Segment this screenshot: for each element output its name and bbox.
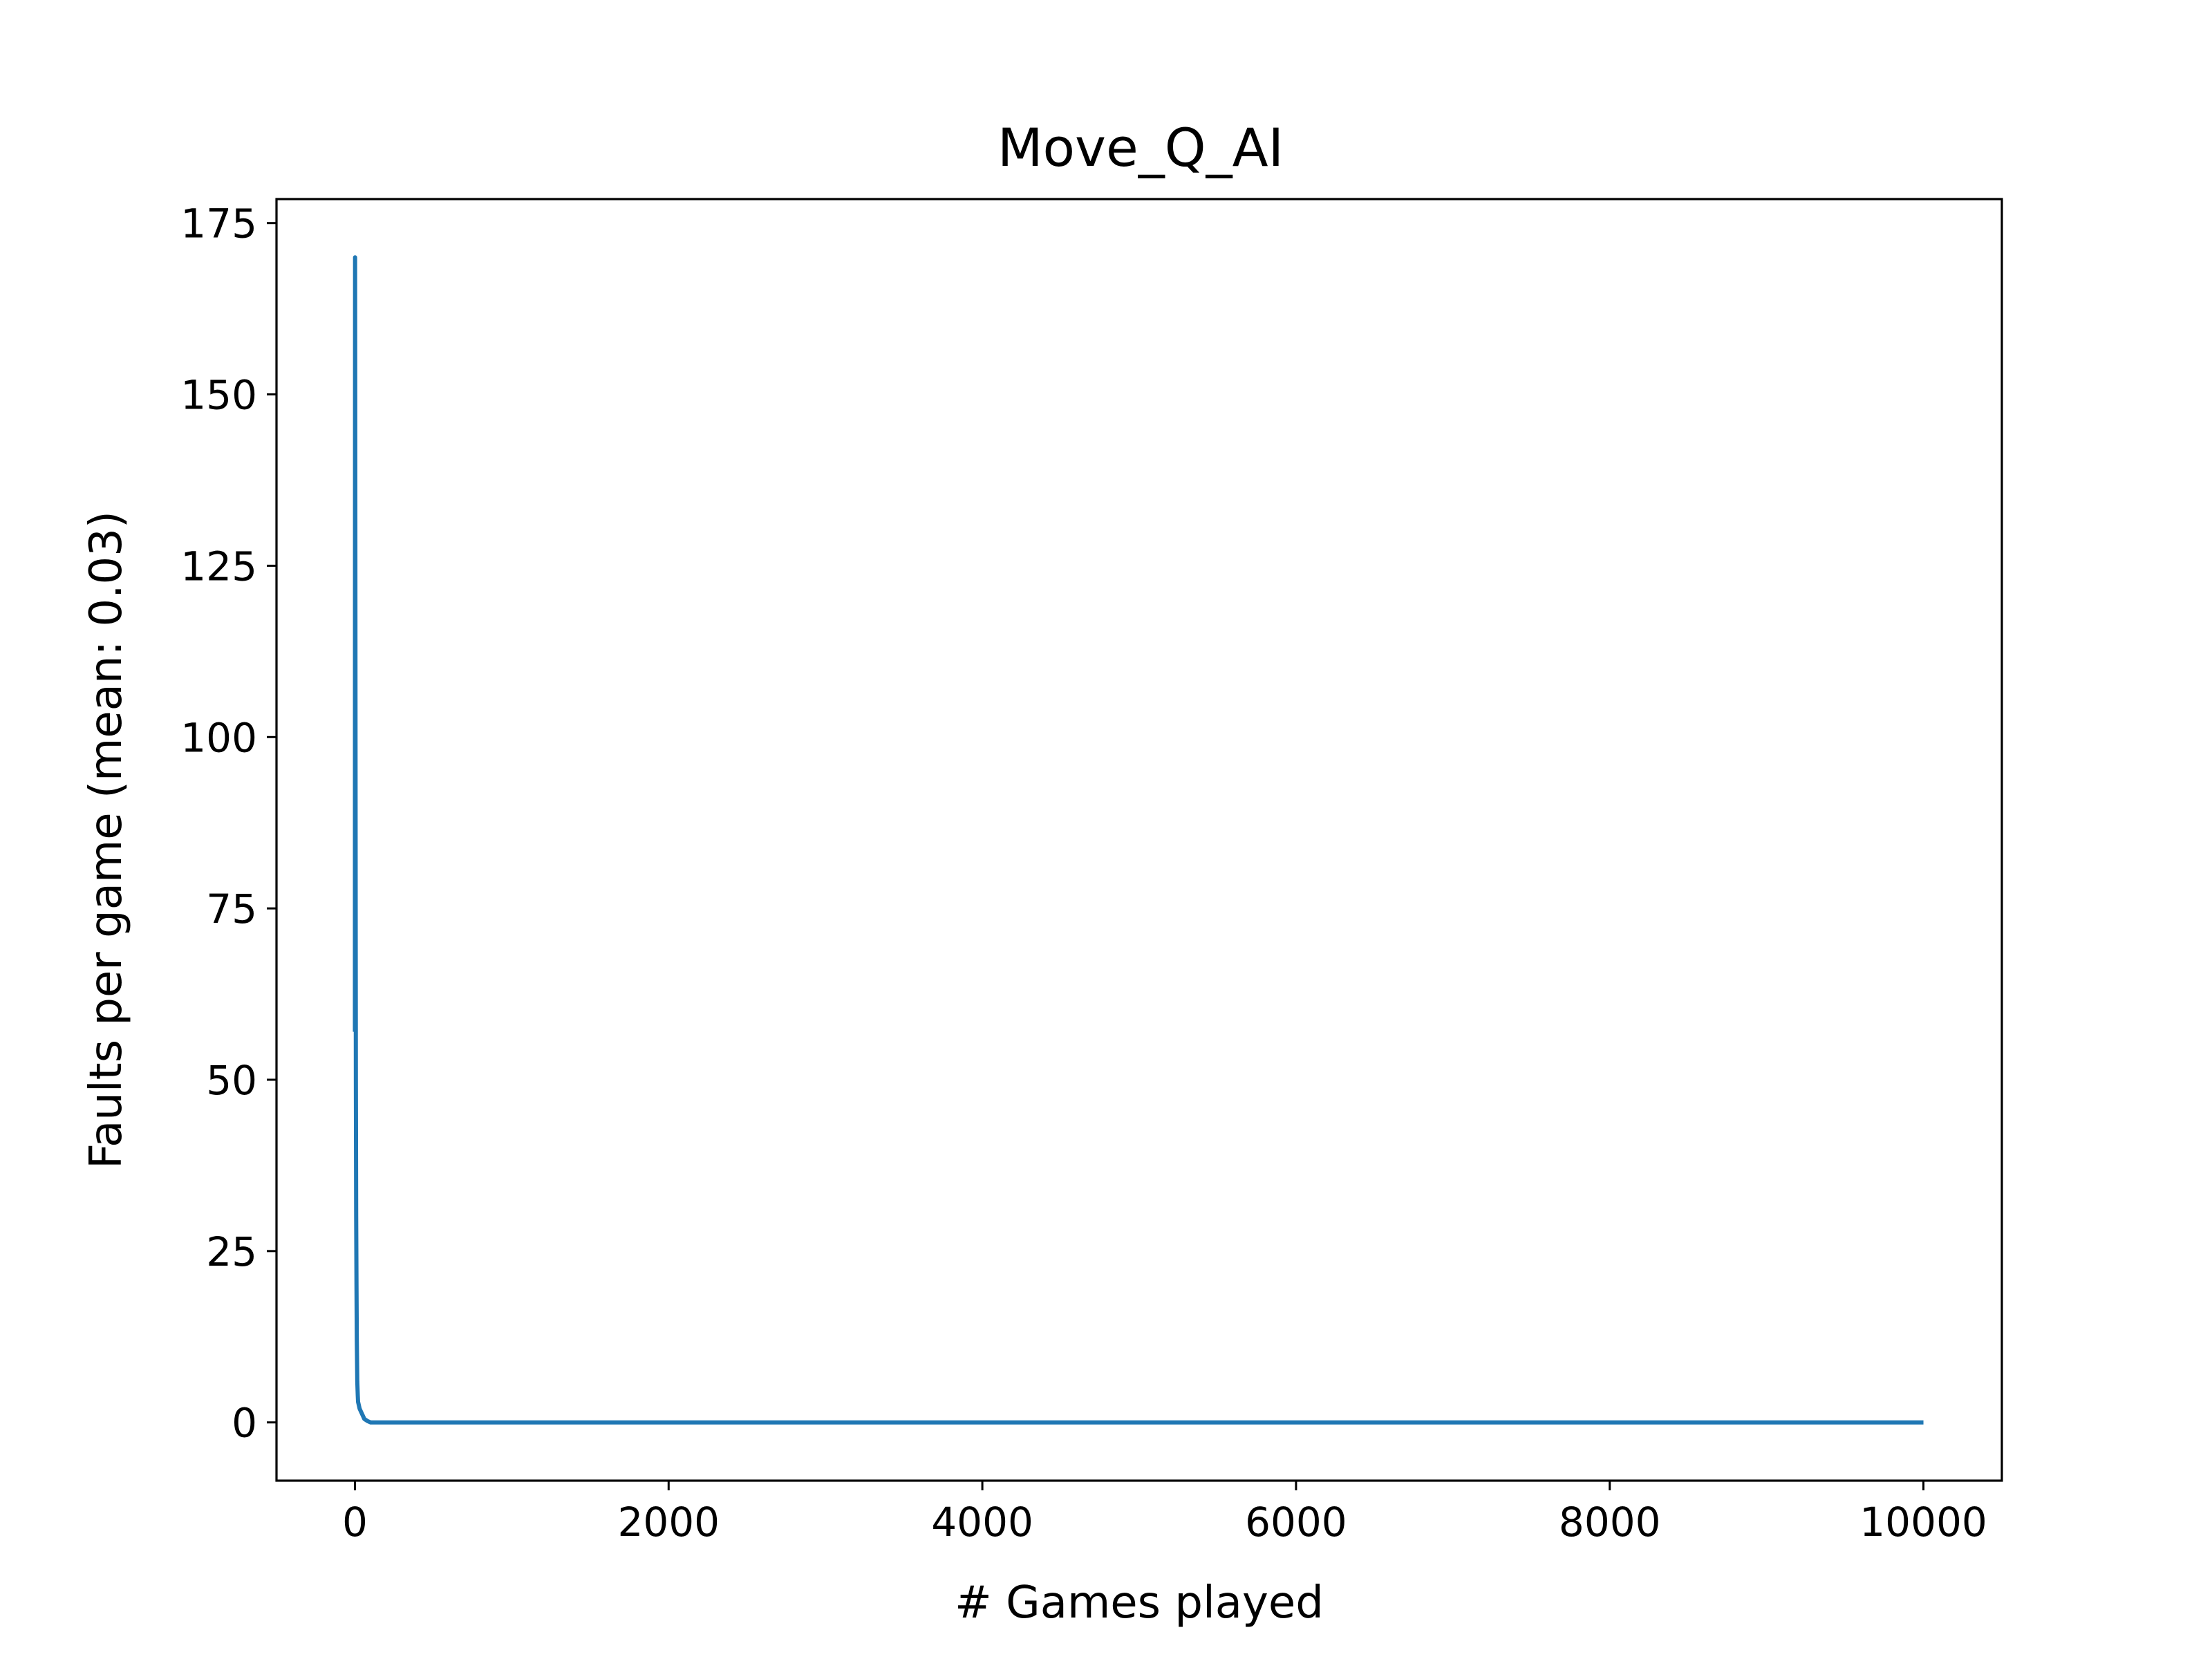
chart-title: Move_Q_AI [997, 117, 1284, 178]
plot-frame [275, 198, 2003, 1482]
y-tick-label: 75 [206, 885, 257, 932]
x-tick-label: 10000 [1859, 1499, 1987, 1546]
series-layer [353, 255, 1924, 1425]
x-tick-label: 0 [342, 1499, 368, 1546]
y-tick-label: 125 [180, 543, 257, 590]
x-tick-label: 8000 [1559, 1499, 1661, 1546]
series-line-0 [353, 255, 1924, 1425]
y-tick-label: 25 [206, 1228, 257, 1275]
y-tick-label: 175 [180, 200, 257, 247]
y-tick-label: 150 [180, 372, 257, 419]
x-tick-label: 4000 [931, 1499, 1033, 1546]
y-axis-label: Faults per game (mean: 0.03) [81, 511, 132, 1169]
x-tick-label: 2000 [617, 1499, 720, 1546]
x-axis-ticks: 0 2000 4000 6000 8000 10000 [342, 1481, 1987, 1546]
y-tick-label: 50 [206, 1057, 257, 1104]
y-tick-label: 0 [232, 1400, 257, 1447]
y-axis-ticks: 0 25 50 75 100 125 150 175 [180, 200, 276, 1447]
x-axis-label: # Games played [955, 1577, 1324, 1629]
y-tick-label: 100 [180, 714, 257, 761]
x-tick-label: 6000 [1245, 1499, 1347, 1546]
